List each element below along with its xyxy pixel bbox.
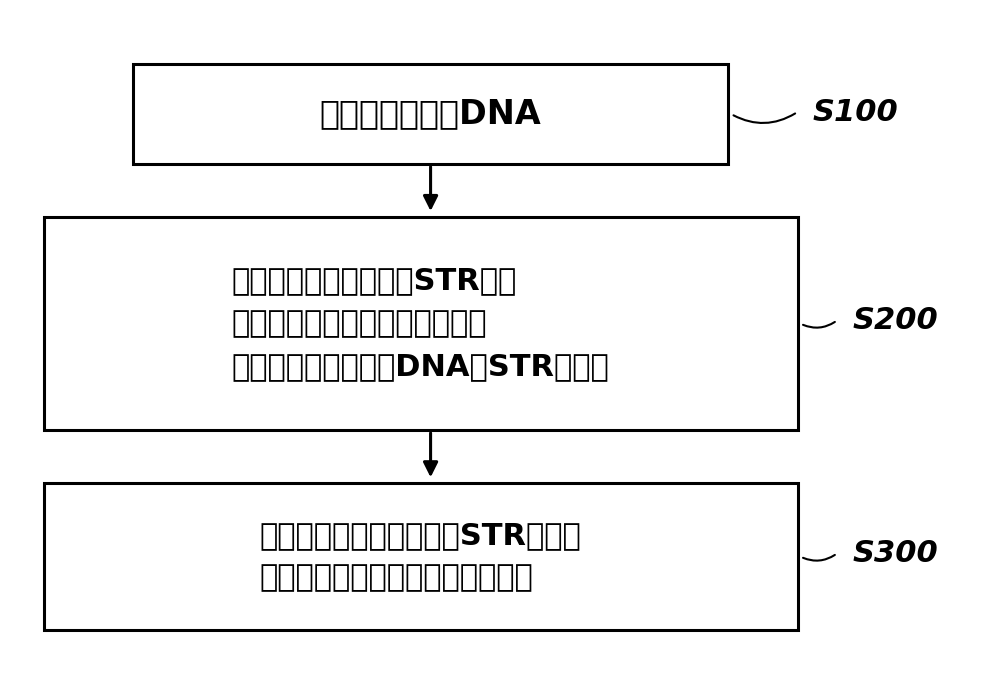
FancyBboxPatch shape — [44, 217, 798, 430]
FancyBboxPatch shape — [44, 483, 798, 630]
Text: S200: S200 — [852, 306, 938, 335]
Text: 提取样本基因组DNA: 提取样本基因组DNA — [320, 98, 541, 131]
Text: S100: S100 — [812, 98, 898, 127]
Text: S300: S300 — [852, 539, 938, 568]
Text: 制备基于高通量测序的STR复合
扩增生物混合体系，以用于复合
扩增所述样本基因组DNA的STR基因座: 制备基于高通量测序的STR复合 扩增生物混合体系，以用于复合 扩增所述样本基因组… — [232, 266, 610, 381]
Text: 高通量测序技术检测所述STR基因座
的分型，以用于个体的识别与鉴定: 高通量测序技术检测所述STR基因座 的分型，以用于个体的识别与鉴定 — [260, 521, 582, 592]
FancyBboxPatch shape — [133, 64, 728, 164]
